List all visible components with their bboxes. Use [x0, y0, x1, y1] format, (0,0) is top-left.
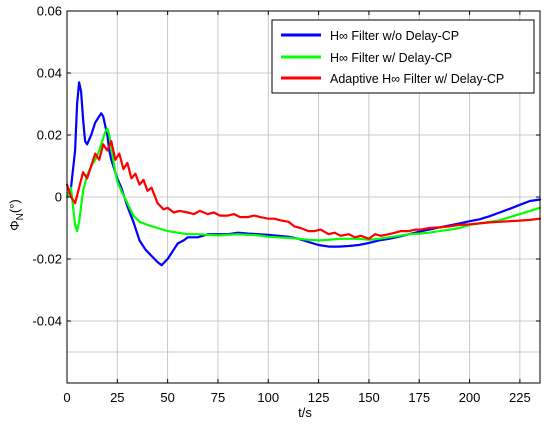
- legend: H∞ Filter w/o Delay-CP H∞ Filter w/ Dela…: [271, 19, 535, 94]
- series-line-1: [65, 81, 542, 267]
- x-tick-label: 100: [257, 390, 279, 405]
- y-tick-label: 0: [55, 190, 62, 205]
- y-axis-label: ΦN(°): [7, 199, 26, 230]
- series-line-3: [65, 140, 542, 240]
- y-tick-label: -0.02: [32, 252, 62, 267]
- x-tick-label: 125: [308, 390, 330, 405]
- x-axis-label: t/s: [298, 405, 312, 420]
- x-tick-label: 175: [408, 390, 430, 405]
- y-tick-label: -0.04: [32, 314, 62, 329]
- x-tick-label: 50: [160, 390, 174, 405]
- y-tick-label: 0.02: [37, 128, 62, 143]
- legend-label-3: Adaptive H∞ Filter w/ Delay-CP: [330, 72, 504, 86]
- y-axis-label-subscript: N: [15, 213, 26, 220]
- legend-label-1: H∞ Filter w/o Delay-CP: [330, 29, 459, 43]
- x-tick-label: 25: [110, 390, 124, 405]
- y-axis-label-unit: (°): [7, 199, 22, 213]
- legend-entry-2: H∞ Filter w/ Delay-CP: [281, 51, 452, 65]
- legend-label-2: H∞ Filter w/ Delay-CP: [330, 51, 452, 65]
- axis-ticks: [66, 10, 540, 383]
- x-tick-label: 75: [211, 390, 225, 405]
- series-lines: [65, 81, 542, 267]
- tick-labels: 0 25 50 75 100 125 150 175 200 225 0.06 0.04 0.02 0 -0…: [32, 4, 530, 406]
- x-tick-label: 225: [509, 390, 531, 405]
- legend-entry-3: Adaptive H∞ Filter w/ Delay-CP: [281, 72, 504, 86]
- y-tick-label: 0.06: [37, 4, 62, 19]
- y-tick-label: 0.04: [37, 66, 62, 81]
- x-tick-label: 0: [63, 390, 70, 405]
- x-tick-label: 200: [459, 390, 481, 405]
- x-tick-label: 150: [358, 390, 380, 405]
- y-axis-label-symbol: Φ: [7, 220, 22, 230]
- legend-entry-1: H∞ Filter w/o Delay-CP: [281, 29, 459, 43]
